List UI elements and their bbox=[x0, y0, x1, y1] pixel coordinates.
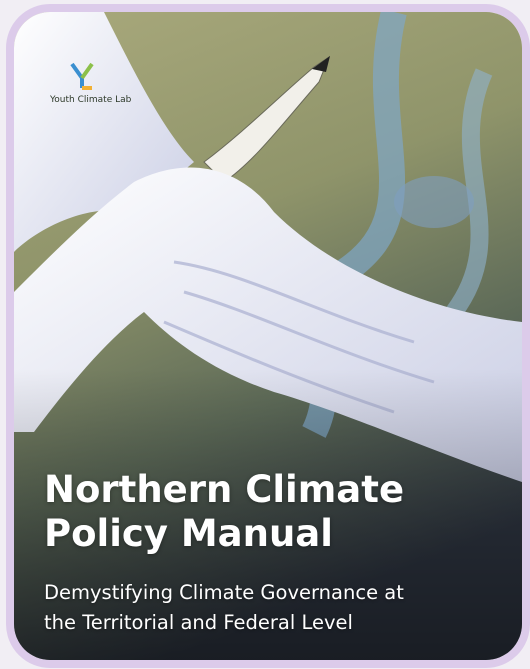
cover-painting bbox=[14, 12, 522, 660]
subtitle-line: the Territorial and Federal Level bbox=[44, 608, 404, 638]
title-line: Policy Manual bbox=[44, 512, 404, 556]
title-line: Northern Climate bbox=[44, 468, 404, 512]
logo-text: Youth Climate Lab bbox=[50, 95, 131, 105]
page: Youth Climate Lab Northern Climate Polic… bbox=[0, 0, 530, 669]
cover-card: Youth Climate Lab Northern Climate Polic… bbox=[6, 4, 530, 668]
subtitle-line: Demystifying Climate Governance at bbox=[44, 578, 404, 608]
title: Northern Climate Policy Manual bbox=[44, 468, 404, 556]
bottom-shade bbox=[14, 12, 522, 660]
subtitle: Demystifying Climate Governance at the T… bbox=[44, 578, 404, 638]
